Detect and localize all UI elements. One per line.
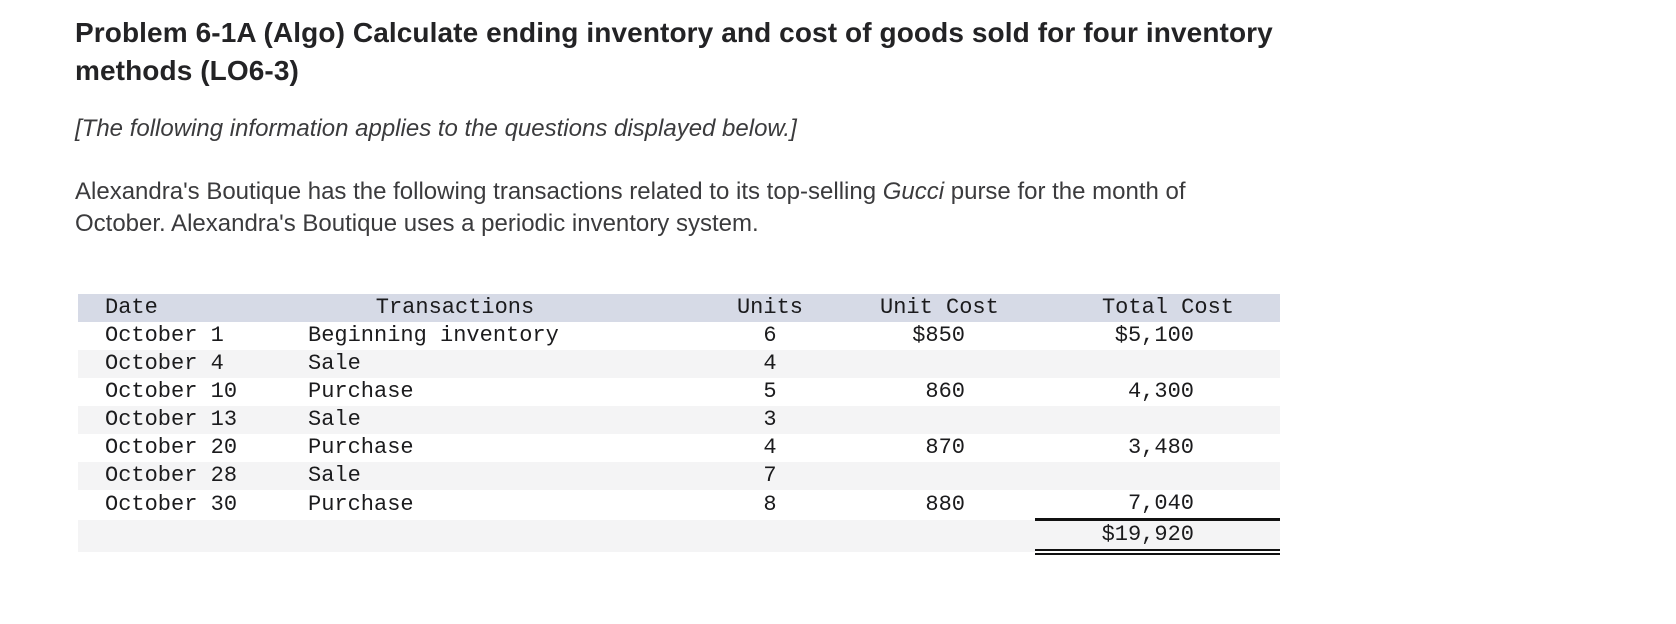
cell-date: October 13: [105, 407, 238, 432]
cell-empty: [660, 520, 880, 553]
cell-units: 4: [763, 351, 777, 376]
brand-name-italic: Gucci: [882, 178, 945, 205]
table-row: October 13 Sale 3: [78, 406, 1280, 434]
cell-date: October 30: [105, 491, 238, 517]
cell-transaction: Sale: [308, 463, 361, 488]
cell-date: October 20: [105, 435, 238, 460]
cell-transaction: Purchase: [308, 491, 414, 517]
column-header-unit-cost: Unit Cost: [880, 295, 999, 320]
table-row: October 20 Purchase 4 870 3,480: [78, 434, 1280, 462]
cell-unit-cost: [880, 462, 1035, 490]
table-row: October 10 Purchase 5 860 4,300: [78, 378, 1280, 406]
cell-transaction: Purchase: [308, 435, 414, 460]
cell-empty: [300, 520, 660, 553]
cell-total-cost-underlined: 7,040: [1035, 490, 1280, 521]
table-row: October 4 Sale 4: [78, 350, 1280, 378]
cell-date: October 28: [105, 463, 238, 488]
inventory-transactions-table: Date Transactions Units Unit Cost Total …: [78, 294, 1280, 555]
cell-unit-cost: [880, 406, 1035, 434]
cell-unit-cost: [880, 350, 1035, 378]
cell-transaction: Purchase: [308, 379, 414, 404]
cell-unit-cost: 860: [925, 379, 965, 404]
cell-total-cost: $5,100: [1114, 323, 1194, 348]
table-row: October 1 Beginning inventory 6 $850 $5,…: [78, 322, 1280, 350]
cell-units: 8: [763, 491, 777, 517]
cell-date: October 1: [105, 323, 224, 348]
applies-below-note: [The following information applies to th…: [75, 115, 797, 142]
table-total-row: $19,920: [78, 519, 1280, 555]
cell-units: 4: [763, 435, 777, 460]
problem-title: Problem 6-1A (Algo) Calculate ending inv…: [75, 17, 1273, 86]
cell-transaction: Sale: [308, 407, 361, 432]
cell-units: 5: [763, 379, 777, 404]
table-header-row: Date Transactions Units Unit Cost Total …: [78, 294, 1280, 322]
cell-total-cost: [1035, 462, 1280, 490]
column-header-transactions: Transactions: [375, 295, 535, 320]
column-header-date: Date: [105, 295, 158, 320]
cell-transaction: Beginning inventory: [308, 323, 559, 348]
cell-unit-cost: 880: [925, 491, 965, 517]
cell-date: October 4: [105, 351, 224, 376]
description-text-after-brand: purse for the month of October. Alexandr…: [75, 178, 1186, 237]
cell-empty: [880, 520, 1035, 553]
table-row: October 28 Sale 7: [78, 462, 1280, 490]
cell-total-cost: [1035, 350, 1280, 378]
cell-units: 6: [763, 323, 777, 348]
cell-unit-cost: $850: [912, 323, 965, 348]
cell-total-cost: [1035, 406, 1280, 434]
cell-units: 7: [763, 463, 777, 488]
column-header-total-cost: Total Cost: [1101, 295, 1234, 320]
cell-grand-total-cost: $19,920: [1035, 519, 1280, 555]
cell-unit-cost: 870: [925, 435, 965, 460]
cell-transaction: Sale: [308, 351, 361, 376]
description-text-before-brand: Alexandra's Boutique has the following t…: [75, 178, 883, 205]
cell-date: October 10: [105, 379, 238, 404]
column-header-units: Units: [736, 295, 803, 320]
problem-description: Alexandra's Boutique has the following t…: [75, 176, 1186, 240]
table-row: October 30 Purchase 8 880 7,040: [78, 490, 1280, 521]
cell-total-cost: 4,300: [1127, 379, 1194, 404]
cell-total-cost: 3,480: [1127, 435, 1194, 460]
cell-units: 3: [763, 407, 777, 432]
cell-empty: [78, 520, 300, 553]
